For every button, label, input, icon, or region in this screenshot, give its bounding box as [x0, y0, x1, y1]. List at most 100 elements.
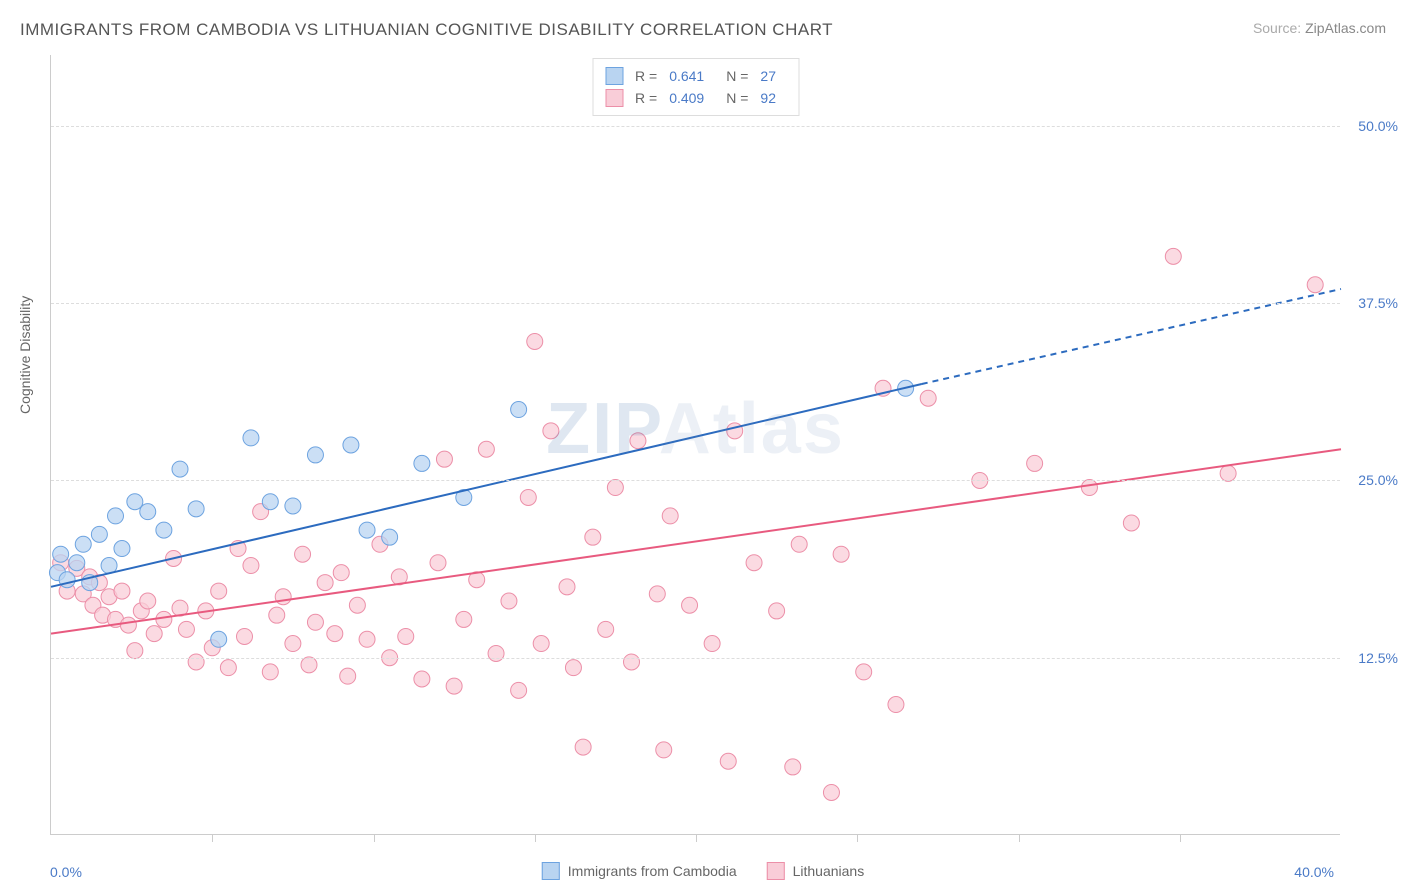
- scatter-point-lithuanians: [430, 555, 446, 571]
- y-tick-label: 37.5%: [1358, 295, 1398, 311]
- legend-row-series1: R = 0.641 N = 27: [605, 65, 786, 87]
- scatter-point-lithuanians: [262, 664, 278, 680]
- scatter-point-lithuanians: [511, 682, 527, 698]
- scatter-point-lithuanians: [140, 593, 156, 609]
- scatter-point-cambodia: [414, 455, 430, 471]
- scatter-point-lithuanians: [630, 433, 646, 449]
- scatter-point-lithuanians: [188, 654, 204, 670]
- scatter-point-lithuanians: [349, 597, 365, 613]
- scatter-point-cambodia: [69, 555, 85, 571]
- scatter-point-lithuanians: [1081, 480, 1097, 496]
- source-attribution: Source: ZipAtlas.com: [1253, 20, 1386, 36]
- scatter-point-lithuanians: [920, 390, 936, 406]
- grid-line: [51, 303, 1340, 304]
- scatter-point-lithuanians: [533, 636, 549, 652]
- scatter-point-cambodia: [307, 447, 323, 463]
- scatter-point-lithuanians: [720, 753, 736, 769]
- legend-row-series2: R = 0.409 N = 92: [605, 87, 786, 109]
- scatter-point-lithuanians: [295, 546, 311, 562]
- legend-swatch-series1: [605, 67, 623, 85]
- scatter-point-lithuanians: [114, 583, 130, 599]
- scatter-point-lithuanians: [269, 607, 285, 623]
- scatter-point-lithuanians: [307, 614, 323, 630]
- x-tick: [857, 834, 858, 842]
- grid-line: [51, 658, 1340, 659]
- scatter-point-lithuanians: [662, 508, 678, 524]
- scatter-point-cambodia: [285, 498, 301, 514]
- scatter-point-lithuanians: [446, 678, 462, 694]
- x-axis-max-label: 40.0%: [1294, 864, 1334, 880]
- scatter-point-lithuanians: [211, 583, 227, 599]
- scatter-point-cambodia: [108, 508, 124, 524]
- scatter-point-lithuanians: [769, 603, 785, 619]
- scatter-point-lithuanians: [575, 739, 591, 755]
- scatter-point-cambodia: [359, 522, 375, 538]
- scatter-point-cambodia: [156, 522, 172, 538]
- scatter-point-lithuanians: [785, 759, 801, 775]
- plot-area: ZIPAtlas R = 0.641 N = 27 R = 0.409 N = …: [50, 55, 1340, 835]
- scatter-point-lithuanians: [1165, 248, 1181, 264]
- scatter-point-lithuanians: [624, 654, 640, 670]
- n-value-1: 27: [760, 68, 776, 84]
- scatter-point-cambodia: [172, 461, 188, 477]
- scatter-point-lithuanians: [856, 664, 872, 680]
- scatter-point-lithuanians: [543, 423, 559, 439]
- scatter-point-cambodia: [243, 430, 259, 446]
- legend-swatch-lithuanians: [767, 862, 785, 880]
- scatter-point-lithuanians: [146, 626, 162, 642]
- scatter-point-lithuanians: [275, 589, 291, 605]
- scatter-point-lithuanians: [1123, 515, 1139, 531]
- scatter-point-cambodia: [140, 504, 156, 520]
- scatter-point-lithuanians: [478, 441, 494, 457]
- r-value-1: 0.641: [669, 68, 704, 84]
- grid-line: [51, 480, 1340, 481]
- x-tick: [535, 834, 536, 842]
- scatter-point-lithuanians: [220, 660, 236, 676]
- x-tick: [1019, 834, 1020, 842]
- scatter-point-lithuanians: [682, 597, 698, 613]
- legend-item-lithuanians: Lithuanians: [767, 862, 865, 880]
- scatter-point-lithuanians: [436, 451, 452, 467]
- scatter-point-lithuanians: [301, 657, 317, 673]
- x-tick: [212, 834, 213, 842]
- x-tick: [1180, 834, 1181, 842]
- source-value: ZipAtlas.com: [1305, 20, 1386, 36]
- y-axis-title: Cognitive Disability: [17, 296, 33, 414]
- scatter-point-lithuanians: [398, 628, 414, 644]
- scatter-point-lithuanians: [833, 546, 849, 562]
- scatter-point-lithuanians: [791, 536, 807, 552]
- scatter-point-lithuanians: [527, 333, 543, 349]
- r-value-2: 0.409: [669, 90, 704, 106]
- scatter-point-lithuanians: [501, 593, 517, 609]
- scatter-point-lithuanians: [456, 611, 472, 627]
- scatter-point-cambodia: [343, 437, 359, 453]
- chart-container: IMMIGRANTS FROM CAMBODIA VS LITHUANIAN C…: [0, 0, 1406, 892]
- x-tick: [696, 834, 697, 842]
- scatter-point-lithuanians: [1220, 465, 1236, 481]
- scatter-point-lithuanians: [1307, 277, 1323, 293]
- scatter-point-lithuanians: [746, 555, 762, 571]
- scatter-point-cambodia: [188, 501, 204, 517]
- legend-series: Immigrants from Cambodia Lithuanians: [542, 862, 864, 880]
- x-axis-min-label: 0.0%: [50, 864, 82, 880]
- legend-label-lithuanians: Lithuanians: [793, 863, 865, 879]
- scatter-point-lithuanians: [237, 628, 253, 644]
- legend-correlation-box: R = 0.641 N = 27 R = 0.409 N = 92: [592, 58, 799, 116]
- scatter-point-lithuanians: [607, 480, 623, 496]
- chart-svg: [51, 55, 1340, 834]
- scatter-point-lithuanians: [127, 643, 143, 659]
- scatter-point-lithuanians: [327, 626, 343, 642]
- n-value-2: 92: [760, 90, 776, 106]
- scatter-point-lithuanians: [156, 611, 172, 627]
- scatter-point-lithuanians: [120, 617, 136, 633]
- scatter-point-lithuanians: [243, 558, 259, 574]
- scatter-point-lithuanians: [585, 529, 601, 545]
- y-tick-label: 12.5%: [1358, 650, 1398, 666]
- scatter-point-lithuanians: [656, 742, 672, 758]
- scatter-point-lithuanians: [359, 631, 375, 647]
- legend-swatch-series2: [605, 89, 623, 107]
- scatter-point-lithuanians: [823, 784, 839, 800]
- scatter-point-lithuanians: [727, 423, 743, 439]
- y-tick-label: 25.0%: [1358, 472, 1398, 488]
- grid-line: [51, 126, 1340, 127]
